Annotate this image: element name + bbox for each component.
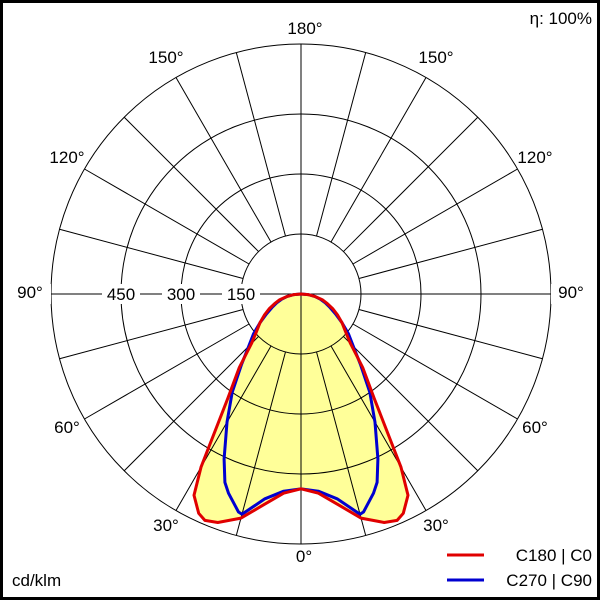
curve-series-0 [192, 292, 410, 524]
radial-line-195 [235, 52, 286, 237]
angle-label-180: 180° [287, 19, 322, 38]
tick-label-bg-150 [222, 284, 260, 304]
radial-line-135 [343, 116, 479, 252]
radial-line-315 [123, 336, 259, 472]
radial-tick-label-450: 450 [107, 285, 135, 304]
radial-line-15 [316, 351, 367, 536]
radial-tick-label-300: 300 [167, 285, 195, 304]
angle-label-90-left: 90° [17, 283, 43, 302]
radial-line-75 [358, 309, 543, 360]
angle-label-60-left: 60° [54, 418, 80, 437]
radial-line-150 [330, 77, 427, 243]
label-bg-90-left [7, 284, 51, 304]
angle-label-0: 0° [296, 547, 312, 566]
grid-overlay [51, 44, 551, 544]
radial-line-285 [59, 309, 244, 360]
efficiency-label: η: 100% [530, 9, 592, 28]
radial-line-225 [123, 116, 259, 252]
radial-line-345 [235, 351, 286, 536]
angle-label-90-right: 90° [558, 283, 584, 302]
tick-label-bg-450 [102, 284, 140, 304]
legend-label-c180-c0: C180 | C0 [516, 546, 592, 565]
angle-label-150-right: 150° [418, 48, 453, 67]
unit-label: cd/klm [12, 571, 61, 590]
angle-label-120-right: 120° [517, 148, 552, 167]
radial-line-120 [352, 168, 518, 265]
radial-line-30 [330, 345, 427, 511]
tick-label-bg-300 [162, 284, 200, 304]
angle-label-60-right: 60° [522, 418, 548, 437]
radial-line-240 [84, 168, 250, 265]
angle-label-120-left: 120° [49, 148, 84, 167]
legend-label-c270-c90: C270 | C90 [506, 571, 592, 590]
labels: 180° 150° 150° 120° 120° 60° 60° 30° 30°… [7, 9, 593, 590]
radial-line-255 [59, 228, 244, 279]
radial-line-330 [175, 345, 272, 511]
radial-line-300 [84, 323, 250, 420]
curves [192, 292, 410, 524]
angle-label-150-left: 150° [148, 48, 183, 67]
angle-label-30-right: 30° [423, 516, 449, 535]
radial-line-60 [352, 323, 518, 420]
radial-line-165 [316, 52, 367, 237]
radial-tick-label-150: 150 [227, 285, 255, 304]
radial-line-210 [175, 77, 272, 243]
angle-label-30-left: 30° [153, 516, 179, 535]
label-bg-90-right [551, 284, 593, 304]
radial-line-45 [343, 336, 479, 472]
radial-line-105 [358, 228, 543, 279]
